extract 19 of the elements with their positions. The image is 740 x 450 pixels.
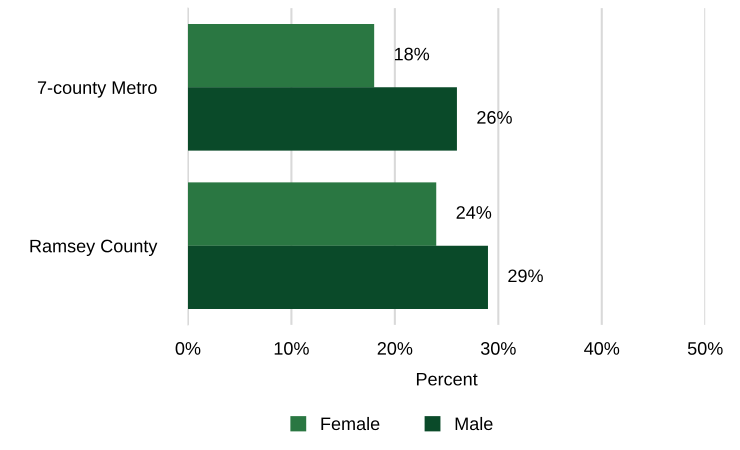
legend-label: Female: [321, 416, 380, 430]
legend-label: Male: [456, 416, 493, 430]
y-tick-label: Ramsey County: [30, 240, 158, 256]
data-label: 29%: [508, 269, 543, 282]
x-axis-title: Percent: [416, 372, 478, 386]
bar: [188, 246, 488, 310]
y-tick-label: 7-county Metro: [38, 81, 157, 98]
x-tick-label: 0%: [176, 342, 200, 355]
x-tick-label: 40%: [584, 342, 620, 355]
x-tick-label: 10%: [274, 342, 309, 355]
x-tick-label: 20%: [378, 342, 412, 355]
data-label: 18%: [394, 48, 430, 60]
bar: [188, 87, 457, 151]
data-label: 24%: [456, 206, 492, 219]
bar: [188, 182, 436, 246]
x-tick-label: 50%: [688, 342, 723, 355]
bar: [188, 24, 374, 88]
x-tick-label: 30%: [480, 342, 516, 355]
data-label: 26%: [477, 111, 512, 124]
